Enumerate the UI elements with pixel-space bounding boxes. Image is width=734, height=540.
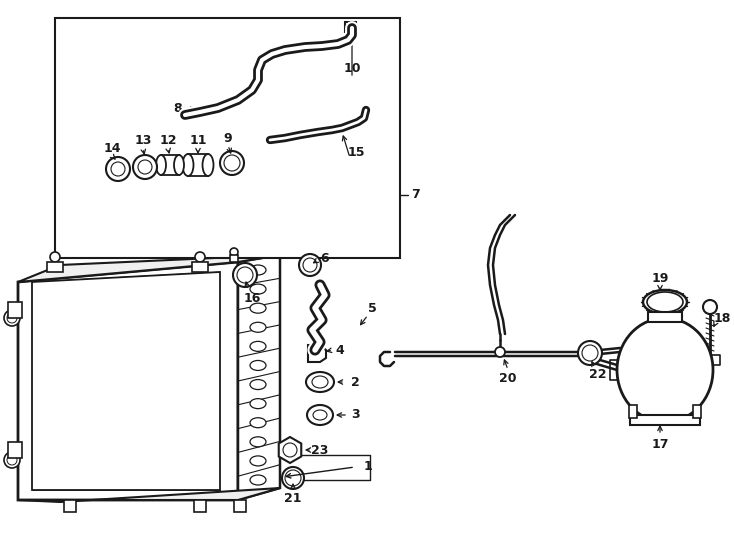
Ellipse shape xyxy=(250,475,266,485)
Ellipse shape xyxy=(4,310,20,326)
Ellipse shape xyxy=(250,284,266,294)
Ellipse shape xyxy=(183,154,194,176)
Ellipse shape xyxy=(220,151,244,175)
Polygon shape xyxy=(18,262,238,500)
Ellipse shape xyxy=(303,258,317,272)
Text: 14: 14 xyxy=(103,141,121,154)
Ellipse shape xyxy=(282,467,304,489)
Ellipse shape xyxy=(495,347,505,357)
Text: 19: 19 xyxy=(651,272,669,285)
Polygon shape xyxy=(693,405,701,418)
Text: 2: 2 xyxy=(351,375,360,388)
Text: 18: 18 xyxy=(713,312,730,325)
Polygon shape xyxy=(192,262,208,272)
Ellipse shape xyxy=(174,155,184,175)
Polygon shape xyxy=(8,442,22,458)
Ellipse shape xyxy=(283,443,297,457)
Ellipse shape xyxy=(224,155,240,171)
Ellipse shape xyxy=(230,248,238,256)
Ellipse shape xyxy=(703,300,717,314)
Ellipse shape xyxy=(195,252,205,262)
Ellipse shape xyxy=(156,155,166,175)
Polygon shape xyxy=(345,22,356,32)
Polygon shape xyxy=(629,405,637,418)
Polygon shape xyxy=(47,262,63,272)
Ellipse shape xyxy=(307,405,333,425)
Ellipse shape xyxy=(250,380,266,389)
Polygon shape xyxy=(194,500,206,512)
Text: 20: 20 xyxy=(499,372,517,384)
Ellipse shape xyxy=(250,341,266,352)
Ellipse shape xyxy=(203,154,214,176)
Polygon shape xyxy=(8,302,22,318)
Ellipse shape xyxy=(250,418,266,428)
Ellipse shape xyxy=(250,322,266,332)
Text: 15: 15 xyxy=(347,145,365,159)
Text: 17: 17 xyxy=(651,438,669,451)
Ellipse shape xyxy=(250,265,266,275)
Ellipse shape xyxy=(250,456,266,466)
Text: 4: 4 xyxy=(335,343,344,356)
Ellipse shape xyxy=(250,303,266,313)
Ellipse shape xyxy=(313,410,327,420)
Polygon shape xyxy=(188,154,208,176)
Polygon shape xyxy=(234,500,246,512)
Polygon shape xyxy=(308,345,326,362)
Ellipse shape xyxy=(306,372,334,392)
Polygon shape xyxy=(279,437,301,463)
Polygon shape xyxy=(32,272,220,490)
Ellipse shape xyxy=(106,157,130,181)
Text: 8: 8 xyxy=(174,102,182,114)
Polygon shape xyxy=(648,312,682,322)
Polygon shape xyxy=(161,155,179,175)
Ellipse shape xyxy=(233,263,257,287)
Text: 3: 3 xyxy=(351,408,360,422)
Text: 1: 1 xyxy=(363,461,372,474)
Ellipse shape xyxy=(312,376,328,388)
Text: 12: 12 xyxy=(159,133,177,146)
Text: 9: 9 xyxy=(224,132,233,145)
Polygon shape xyxy=(230,255,238,262)
Text: 23: 23 xyxy=(311,443,329,456)
Ellipse shape xyxy=(7,313,17,323)
Ellipse shape xyxy=(285,470,301,486)
Ellipse shape xyxy=(4,452,20,468)
Polygon shape xyxy=(64,500,76,512)
Ellipse shape xyxy=(133,155,157,179)
Ellipse shape xyxy=(250,399,266,409)
Polygon shape xyxy=(238,255,280,500)
Polygon shape xyxy=(55,18,400,258)
Ellipse shape xyxy=(50,252,60,262)
Text: 21: 21 xyxy=(284,491,302,504)
Text: 13: 13 xyxy=(134,133,152,146)
Ellipse shape xyxy=(617,318,713,422)
Text: 5: 5 xyxy=(368,301,377,314)
Ellipse shape xyxy=(647,292,683,312)
Ellipse shape xyxy=(138,160,152,174)
Text: 16: 16 xyxy=(243,292,261,305)
Ellipse shape xyxy=(250,437,266,447)
Text: 11: 11 xyxy=(189,133,207,146)
Ellipse shape xyxy=(643,290,687,314)
Ellipse shape xyxy=(111,162,125,176)
Ellipse shape xyxy=(578,341,602,365)
Polygon shape xyxy=(18,488,280,502)
Text: 6: 6 xyxy=(321,252,330,265)
Polygon shape xyxy=(630,415,700,425)
Ellipse shape xyxy=(582,345,598,361)
Polygon shape xyxy=(18,255,280,282)
Text: 22: 22 xyxy=(589,368,607,381)
Text: 7: 7 xyxy=(410,188,419,201)
Ellipse shape xyxy=(250,361,266,370)
Ellipse shape xyxy=(299,254,321,276)
Ellipse shape xyxy=(7,455,17,465)
Text: 10: 10 xyxy=(344,62,360,75)
Ellipse shape xyxy=(237,267,253,283)
